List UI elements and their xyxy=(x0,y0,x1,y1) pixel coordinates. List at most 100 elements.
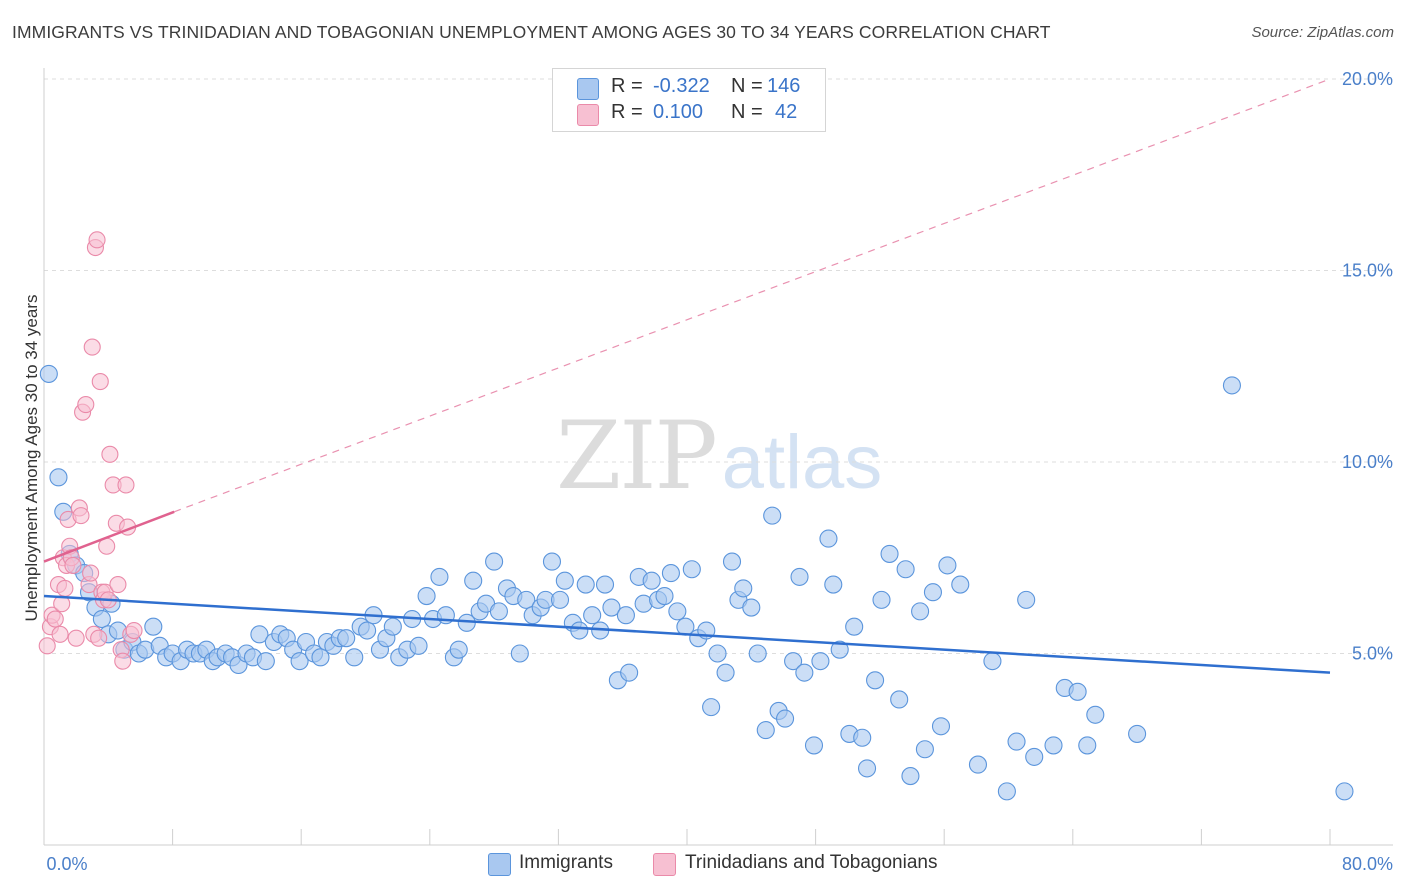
immigrants-point xyxy=(668,602,687,621)
axes xyxy=(43,68,1393,846)
immigrants-point xyxy=(983,652,1002,671)
immigrants-point xyxy=(830,640,849,659)
trinidad-legend-label: Trinidadians and Tobagonians xyxy=(685,852,938,873)
grid-lines xyxy=(44,78,1393,654)
immigrants-point xyxy=(938,556,957,575)
x-tick-label: 80.0% xyxy=(1342,854,1393,874)
immigrants-point xyxy=(845,617,864,636)
immigrants-point xyxy=(616,606,635,625)
immigrants-point xyxy=(795,663,814,682)
immigrants-point xyxy=(804,736,824,755)
trinidad-point xyxy=(67,629,85,647)
immigrants-point xyxy=(742,598,761,617)
immigrants-point xyxy=(583,606,602,625)
trinidad-point xyxy=(72,507,90,525)
immigrants-point xyxy=(682,560,701,579)
n-label: N = xyxy=(731,101,763,123)
immigrants-point xyxy=(915,740,934,759)
immigrants-point xyxy=(756,721,775,740)
immigrants-point xyxy=(923,583,942,602)
immigrants-point xyxy=(92,609,111,629)
n-value: 146 xyxy=(767,75,801,97)
trinidad-point xyxy=(90,629,108,647)
trinidad-point xyxy=(83,338,101,356)
trinidad-point xyxy=(64,556,82,574)
trinidad-point xyxy=(77,395,95,414)
immigrants-point xyxy=(542,552,562,571)
immigrants-point xyxy=(734,579,753,598)
immigrants-point xyxy=(250,625,269,644)
tick-labels: 5.0% 10.0% 15.0% 20.0% 0.0% 80.0% xyxy=(46,69,1393,874)
y-axis-title: Unemployment Among Ages 30 to 34 years xyxy=(22,295,41,622)
immigrants-point xyxy=(409,636,428,655)
immigrants-point xyxy=(642,571,661,590)
immigrants-point xyxy=(790,567,809,586)
r-label: R = xyxy=(611,101,643,123)
immigrants-point xyxy=(968,755,988,774)
immigrants-point xyxy=(1017,590,1036,609)
immigrants-point xyxy=(550,590,570,609)
immigrants-point xyxy=(951,575,970,594)
trinidad-trend-extension xyxy=(173,78,1331,513)
immigrants-point xyxy=(784,652,803,671)
immigrants-point xyxy=(896,560,915,579)
trinidad-point xyxy=(114,652,132,670)
immigrants-point xyxy=(485,552,504,571)
watermark-zip: ZIP xyxy=(556,402,718,511)
immigrants-point xyxy=(819,529,838,548)
immigrants-points xyxy=(39,364,1354,801)
immigrants-point xyxy=(417,586,436,606)
trinidad-point xyxy=(46,610,64,628)
trinidad-points xyxy=(38,231,143,670)
immigrants-point xyxy=(1007,732,1026,751)
immigrants-legend-label: Immigrants xyxy=(519,852,613,873)
immigrants-trend-line xyxy=(43,594,1331,674)
trinidad-point xyxy=(51,625,69,643)
trinidad-point xyxy=(125,621,143,640)
immigrants-point xyxy=(866,671,885,690)
immigrants-point xyxy=(853,728,872,747)
immigrants-point xyxy=(620,663,639,682)
immigrants-swatch xyxy=(577,78,599,100)
immigrants-point xyxy=(576,575,595,594)
immigrants-point xyxy=(489,602,508,621)
trinidad-trend-line xyxy=(43,510,175,563)
immigrants-point xyxy=(872,590,891,609)
immigrants-point xyxy=(449,640,468,659)
immigrants-point xyxy=(290,652,309,671)
trinidad-point xyxy=(109,576,127,594)
immigrants-point xyxy=(383,617,402,636)
immigrants-point xyxy=(997,782,1016,801)
trinidad-point xyxy=(56,579,74,597)
immigrants-point xyxy=(1222,376,1241,395)
immigrants-point xyxy=(464,571,483,590)
x-tick-label: 0.0% xyxy=(46,854,87,874)
immigrants-point xyxy=(811,652,830,671)
immigrants-point xyxy=(880,544,899,563)
immigrants-point xyxy=(358,621,377,640)
immigrants-point xyxy=(595,575,615,594)
immigrants-point xyxy=(1078,736,1097,755)
trinidad-point xyxy=(101,445,119,463)
source-label: Source: ZipAtlas.com xyxy=(1251,24,1394,41)
y-tick-label: 15.0% xyxy=(1342,261,1393,281)
chart-title: IMMIGRANTS VS TRINIDADIAN AND TOBAGONIAN… xyxy=(12,22,1051,42)
immigrants-point xyxy=(1335,782,1354,801)
y-tick-label: 5.0% xyxy=(1352,644,1393,664)
immigrants-point xyxy=(144,617,163,636)
immigrants-point xyxy=(931,717,951,736)
r-value: 0.100 xyxy=(653,101,704,123)
immigrants-point xyxy=(570,621,589,640)
immigrants-point xyxy=(824,575,843,594)
immigrants-point xyxy=(708,644,727,663)
immigrants-point xyxy=(776,709,795,728)
immigrants-point xyxy=(702,698,721,717)
immigrants-point xyxy=(716,663,735,682)
trinidad-point xyxy=(91,373,109,391)
immigrants-point xyxy=(256,652,275,671)
trinidad-point xyxy=(38,637,56,655)
n-value: 42 xyxy=(775,101,798,123)
immigrants-point xyxy=(510,644,529,663)
immigrants-point xyxy=(337,629,356,648)
